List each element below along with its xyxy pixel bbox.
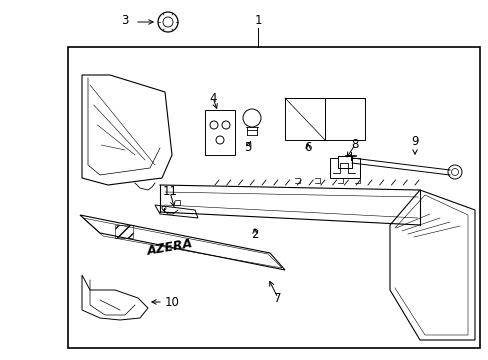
Text: 3: 3 xyxy=(121,13,128,27)
Text: 5: 5 xyxy=(244,141,251,154)
Text: 7: 7 xyxy=(274,292,281,305)
Bar xyxy=(285,98,325,140)
Text: 1: 1 xyxy=(254,13,261,27)
Text: 4: 4 xyxy=(209,91,216,104)
Bar xyxy=(337,156,351,168)
Text: 6: 6 xyxy=(304,141,311,154)
Bar xyxy=(115,225,133,238)
Text: 10: 10 xyxy=(164,296,180,309)
Text: AZERA: AZERA xyxy=(146,238,194,258)
Text: 2: 2 xyxy=(251,229,258,242)
Bar xyxy=(204,110,235,155)
Bar xyxy=(68,47,479,348)
Text: 8: 8 xyxy=(350,139,358,152)
Text: 9: 9 xyxy=(410,135,418,148)
Text: 11: 11 xyxy=(162,185,177,198)
Bar xyxy=(329,158,359,178)
